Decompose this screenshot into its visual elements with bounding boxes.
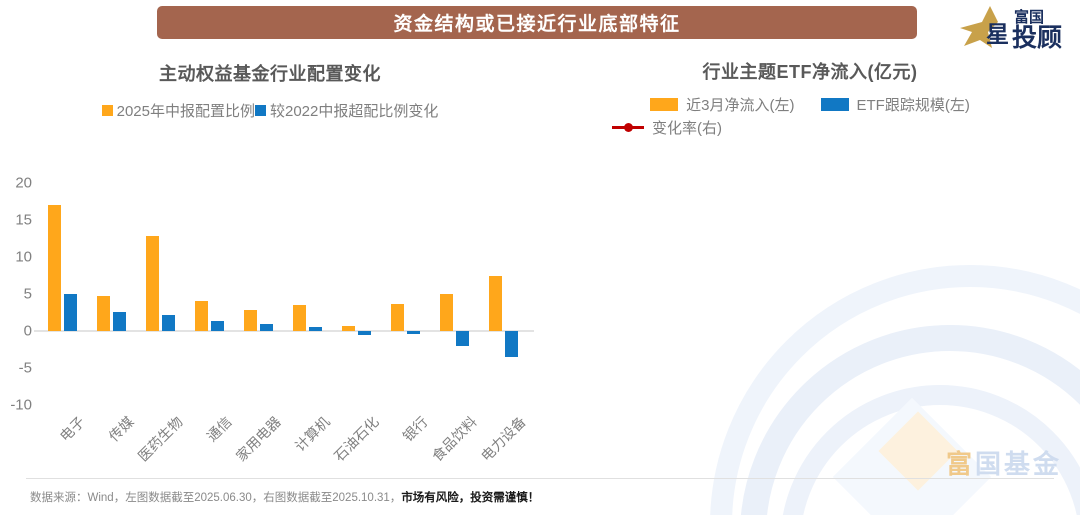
right-chart-legend: 近3月净流入(左) ETF跟踪规模(左) 变化率(右) [540,94,1080,138]
left-bar [309,326,322,331]
left-y-tick: 5 [23,285,32,303]
left-bar [342,325,355,331]
footer-divider [26,478,1054,479]
legend-item-left-0: 2025年中报配置比例 [101,100,255,121]
left-x-label: 电子 [56,413,88,445]
legend-label-right-2: 变化率(右) [652,120,722,137]
legend-swatch-orange-icon [101,105,113,116]
left-chart-panel: 主动权益基金行业配置变化 2025年中报配置比例 较2022中报超配比例变化 2… [0,50,540,470]
left-chart-legend: 2025年中报配置比例 较2022中报超配比例变化 [0,100,540,121]
left-bar [391,303,404,331]
left-bar [146,236,159,331]
left-bar [407,331,420,334]
left-bar [293,305,306,331]
left-bar [162,315,175,331]
legend-item-right-0: 近3月净流入(左) [650,94,795,115]
left-chart-title: 主动权益基金行业配置变化 [159,64,381,84]
footer-source-prefix: 数据来源： [30,492,88,504]
left-bar [211,320,224,331]
left-bar [505,331,518,357]
footer-note: 数据来源：Wind，左图数据截至2025.06.30，右图数据截至2025.10… [30,489,539,505]
page-title: 资金结构或已接近行业底部特征 [393,14,681,35]
left-plot-area: 20 15 10 5 0 -5 -10 [10,175,534,414]
left-axis-baseline [34,330,534,332]
legend-label-right-1: ETF跟踪规模(左) [856,97,970,114]
left-y-tick: 0 [23,322,32,340]
right-chart-panel: 行业主题ETF净流入(亿元) 近3月净流入(左) ETF跟踪规模(左) 变化率(… [540,50,1080,470]
legend-item-right-2: 变化率(右) [612,117,722,138]
legend-label-left-0: 2025年中报配置比例 [116,103,255,120]
left-x-label: 家用电器 [232,413,284,465]
legend-label-right-0: 近3月净流入(左) [686,97,795,114]
logo-text-bottom: 投顾 [1012,23,1062,52]
left-bar [48,205,61,331]
left-bar [358,331,371,336]
legend-swatch-orange-icon [650,98,679,111]
left-x-label: 医药生物 [134,413,186,465]
left-bar [260,324,273,331]
legend-item-right-1: ETF跟踪规模(左) [820,94,970,115]
logo-text-top: 富国 [1014,8,1044,26]
brand-logo: 星 富国 投顾 [960,6,1062,52]
left-y-tick: -10 [10,396,32,414]
legend-swatch-blue-icon [820,98,849,111]
left-bar [97,296,110,331]
left-x-label: 通信 [203,413,235,445]
footer-risk-warning: 市场有风险，投资需谨慎！ [401,492,540,504]
left-bar [489,276,502,331]
left-bar [440,294,453,331]
footer-source-body: Wind，左图数据截至2025.06.30，右图数据截至2025.10.31， [87,492,402,504]
header-banner: 资金结构或已接近行业底部特征 [157,6,917,39]
left-bar [195,301,208,331]
logo-star-icon [960,6,998,48]
legend-swatch-line-icon [612,121,644,134]
left-x-label: 银行 [399,413,431,445]
left-bar [64,294,77,331]
legend-label-left-1: 较2022中报超配比例变化 [270,103,439,120]
left-y-tick: 15 [15,211,32,229]
left-y-tick: -5 [18,359,32,377]
left-x-label: 计算机 [291,413,333,455]
legend-row-2: 变化率(右) [612,117,722,138]
legend-item-left-1: 较2022中报超配比例变化 [255,100,438,121]
left-y-tick: 10 [15,248,32,266]
left-x-label: 电力设备 [477,413,529,465]
left-bar [244,309,257,331]
left-x-label: 传媒 [105,413,137,445]
left-bar [113,311,126,331]
left-x-label: 石油石化 [330,413,382,465]
left-bar-group [38,183,528,405]
right-chart-title: 行业主题ETF净流入(亿元) [702,62,918,82]
left-bar [456,331,469,346]
left-x-label: 食品饮料 [428,413,480,465]
logo-star-char: 星 [986,21,1009,47]
legend-row-1: 近3月净流入(左) ETF跟踪规模(左) [650,94,970,115]
left-y-tick: 20 [15,174,32,192]
legend-swatch-blue-icon [255,105,266,116]
